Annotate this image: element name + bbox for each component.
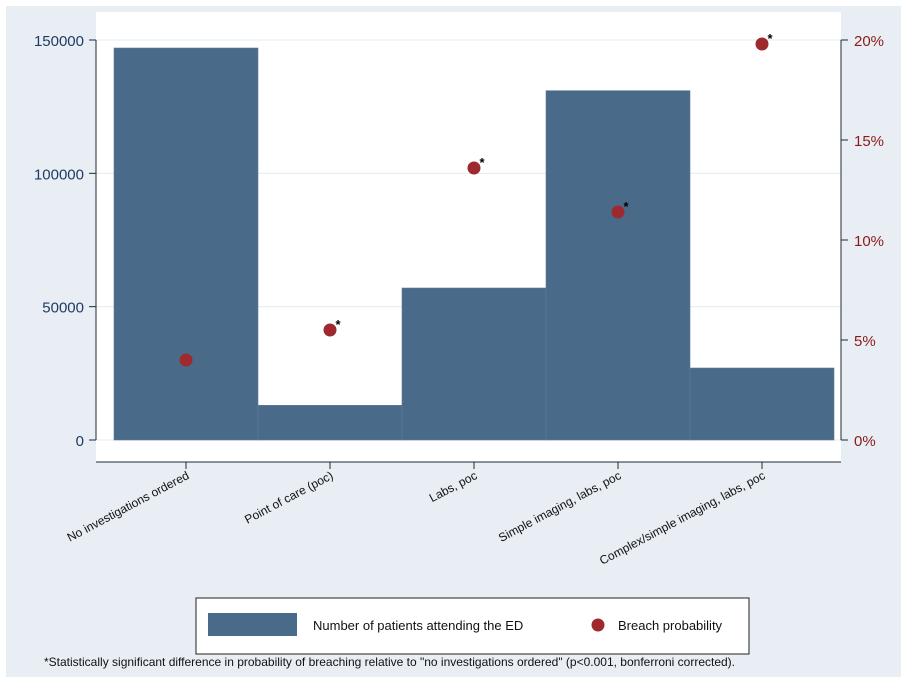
- right-axis-tick-label: 15%: [854, 133, 884, 150]
- significance-marker: *: [623, 199, 629, 214]
- data-point: [179, 353, 193, 367]
- left-axis-tick-label: 0: [76, 433, 84, 450]
- bar: [545, 90, 691, 441]
- right-axis-tick-label: 20%: [854, 33, 884, 50]
- significance-marker: *: [479, 155, 485, 170]
- legend-swatch-point: [591, 618, 605, 632]
- legend-swatch-bar: [208, 613, 297, 636]
- right-axis-tick-label: 5%: [854, 333, 876, 350]
- data-point: [467, 161, 481, 175]
- right-axis-tick-label: 0%: [854, 433, 876, 450]
- significance-marker: *: [335, 317, 341, 332]
- bar: [257, 405, 403, 441]
- bar: [113, 47, 259, 441]
- bar: [689, 367, 835, 441]
- right-axis-tick-label: 10%: [854, 233, 884, 250]
- footnote: *Statistically significant difference in…: [44, 655, 736, 669]
- legend-label-bar: Number of patients attending the ED: [313, 618, 523, 633]
- data-point: [755, 37, 769, 51]
- significance-marker: *: [767, 31, 773, 46]
- data-point: [611, 205, 625, 219]
- bar: [401, 287, 547, 441]
- data-point: [323, 323, 337, 337]
- left-axis-tick-label: 100000: [34, 166, 84, 183]
- left-axis-tick-label: 150000: [34, 33, 84, 50]
- left-axis-tick-label: 50000: [42, 300, 84, 317]
- legend-label-point: Breach probability: [618, 618, 723, 633]
